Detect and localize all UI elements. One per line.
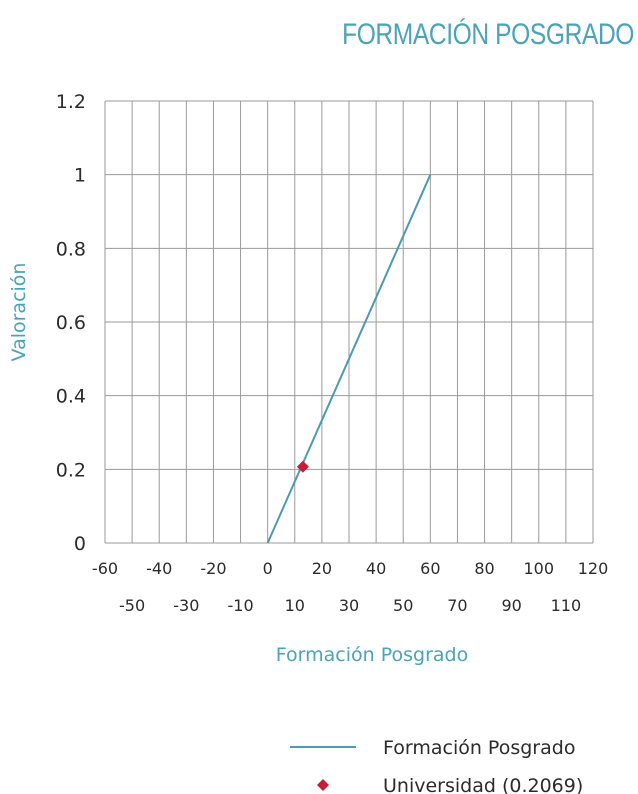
- series-layer: [266, 174, 432, 544]
- y-tick-labels: 0 0.2 0.4 0.6 0.8 1 1.2: [56, 91, 86, 555]
- y-axis-title: Valoración: [8, 263, 30, 362]
- data-point-diamond: [296, 460, 309, 473]
- x-tick-label: -40: [146, 559, 172, 578]
- x-tick-label: -30: [173, 596, 199, 615]
- x-tick-label: 90: [501, 596, 521, 615]
- y-tick-label: 1: [74, 165, 86, 187]
- x-tick-label: 80: [474, 559, 494, 578]
- x-tick-label: 20: [312, 559, 332, 578]
- x-tick-label: 60: [420, 559, 440, 578]
- x-tick-labels: -60 -40 -20 0 20 40 60 80 100 120 -50 -30 -10 10 30 50 7…: [92, 559, 608, 615]
- x-tick-label: 10: [285, 596, 305, 615]
- x-tick-label: -50: [119, 596, 145, 615]
- x-tick-label: 40: [366, 559, 386, 578]
- y-tick-label: 0: [74, 533, 86, 555]
- x-tick-label: -60: [92, 559, 118, 578]
- y-tick-label: 1.2: [56, 91, 86, 113]
- legend: Formación Posgrado Universidad (0.2069): [290, 737, 583, 794]
- x-tick-label: 120: [578, 559, 609, 578]
- legend-diamond-swatch: [317, 779, 329, 791]
- x-tick-label: -10: [227, 596, 253, 615]
- x-tick-label: 70: [447, 596, 467, 615]
- x-tick-label: 110: [551, 596, 582, 615]
- x-axis-title: Formación Posgrado: [276, 644, 468, 666]
- x-tick-label: 100: [524, 559, 555, 578]
- y-tick-label: 0.6: [56, 312, 86, 334]
- legend-label-line: Formación Posgrado: [383, 737, 575, 759]
- x-tick-label: 50: [393, 596, 413, 615]
- y-tick-label: 0.2: [56, 459, 86, 481]
- grid: [104, 100, 594, 544]
- x-tick-label: -20: [200, 559, 226, 578]
- legend-label-point: Universidad (0.2069): [383, 775, 583, 794]
- chart-title: FORMACIÓN POSGRADO: [342, 18, 634, 51]
- y-tick-label: 0.8: [56, 238, 86, 260]
- y-tick-label: 0.4: [56, 386, 86, 408]
- x-tick-label: 0: [263, 559, 273, 578]
- series-line: [266, 174, 432, 544]
- x-tick-label: 30: [339, 596, 359, 615]
